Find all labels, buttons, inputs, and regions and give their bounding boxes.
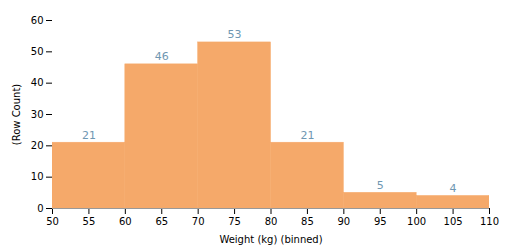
svg-text:90: 90	[337, 216, 350, 227]
svg-text:105: 105	[444, 216, 463, 227]
svg-text:65: 65	[155, 216, 168, 227]
svg-text:21: 21	[300, 129, 314, 142]
svg-text:75: 75	[228, 216, 241, 227]
svg-text:100: 100	[407, 216, 426, 227]
svg-text:Weight (kg) (binned): Weight (kg) (binned)	[219, 234, 322, 245]
svg-text:20: 20	[31, 140, 44, 151]
svg-text:80: 80	[265, 216, 278, 227]
svg-text:85: 85	[301, 216, 314, 227]
svg-text:50: 50	[46, 216, 59, 227]
svg-text:53: 53	[228, 28, 242, 41]
svg-text:70: 70	[192, 216, 205, 227]
svg-text:110: 110	[480, 216, 499, 227]
svg-text:50: 50	[31, 46, 44, 57]
svg-text:0: 0	[37, 203, 43, 214]
svg-text:30: 30	[31, 109, 44, 120]
svg-text:95: 95	[374, 216, 387, 227]
svg-text:(Row Count): (Row Count)	[11, 84, 22, 146]
svg-text:5: 5	[377, 179, 384, 192]
svg-text:46: 46	[155, 50, 169, 63]
svg-text:55: 55	[83, 216, 96, 227]
svg-text:60: 60	[31, 15, 44, 26]
svg-text:10: 10	[31, 171, 44, 182]
svg-text:4: 4	[450, 182, 457, 195]
svg-text:60: 60	[119, 216, 132, 227]
svg-text:21: 21	[82, 129, 96, 142]
svg-text:40: 40	[31, 77, 44, 88]
